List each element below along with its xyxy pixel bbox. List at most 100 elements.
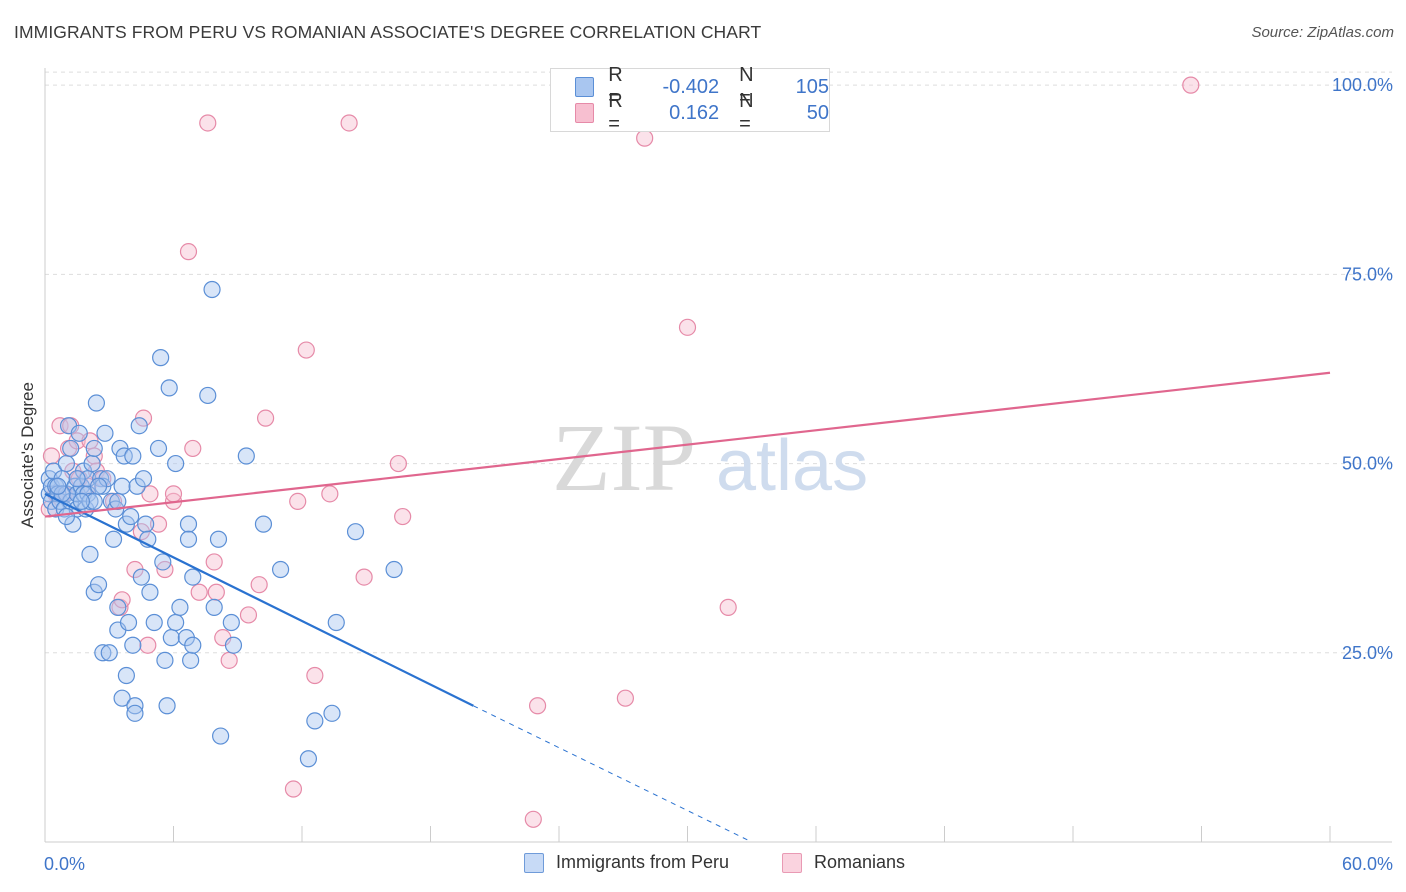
peru-point [385, 560, 403, 579]
peru-point [117, 666, 135, 685]
peru-point [141, 583, 159, 601]
peru-point [57, 454, 76, 473]
peru-point [113, 477, 131, 495]
x-tick-label-right: 60.0% [1342, 854, 1393, 874]
peru-points [40, 280, 403, 768]
peru-point [132, 568, 150, 586]
romanians-point [528, 697, 547, 715]
peru-point [119, 613, 138, 632]
romanians-point [42, 447, 61, 465]
romanians-point [321, 485, 339, 503]
peru-point [134, 470, 153, 488]
peru-point [149, 439, 168, 458]
n-label: N = [739, 64, 754, 109]
legend-item-romanians[interactable]: Romanians [782, 852, 905, 873]
romanians-point [340, 114, 358, 132]
romanians-legend-swatch [782, 852, 802, 873]
legend-row-peru: R = -0.402 N = 105 [575, 64, 829, 109]
n-label: N = [739, 90, 754, 135]
romanians-point [636, 129, 654, 147]
peru-point [94, 644, 112, 662]
peru-point [254, 515, 273, 533]
peru-point [89, 576, 108, 594]
romanians-point [1182, 76, 1200, 94]
peru-point [104, 530, 123, 548]
peru-point [57, 507, 76, 526]
peru-point [171, 598, 189, 616]
peru-point [182, 651, 200, 669]
peru-point [49, 477, 67, 495]
peru-point [83, 454, 101, 473]
romanians-point [250, 576, 268, 594]
peru-point [124, 636, 142, 654]
grid-lines [45, 71, 1392, 654]
romanians-points [40, 76, 1200, 828]
peru-point [126, 704, 144, 722]
peru-r-value: -0.402 [662, 75, 720, 98]
romanians-point [389, 454, 407, 473]
peru-point [85, 439, 103, 458]
romanians-point [184, 439, 202, 458]
peru-point [179, 530, 198, 548]
series-legend: Immigrants from Peru Romanians [0, 852, 1406, 878]
romanians-point [190, 583, 208, 601]
romanians-point [306, 666, 324, 685]
romanians-point [524, 810, 542, 828]
peru-point [179, 515, 198, 533]
legend-item-peru[interactable]: Immigrants from Peru [524, 852, 729, 873]
peru-n-value: 105 [795, 75, 829, 98]
peru-point [346, 523, 365, 541]
peru-point [156, 651, 174, 669]
chart-title: IMMIGRANTS FROM PERU VS ROMANIAN ASSOCIA… [14, 22, 762, 42]
peru-point [68, 470, 86, 488]
romanians-point [141, 485, 159, 503]
peru-point [72, 492, 91, 511]
romanians-point [678, 318, 697, 336]
peru-point [158, 697, 176, 715]
romanians-legend-label: Romanians [814, 852, 906, 872]
romanians-point [199, 114, 217, 132]
peru-point [271, 560, 290, 579]
romanians-point [297, 341, 315, 359]
romanians-point [256, 409, 275, 427]
peru-legend-label: Immigrants from Peru [556, 852, 730, 872]
peru-point [100, 644, 118, 662]
romanians-trend-line [44, 371, 1331, 518]
source-label: Source: ZipAtlas.com [1251, 24, 1394, 41]
peru-point [323, 704, 341, 722]
peru-point [203, 280, 221, 299]
legend-row-romanians: R = 0.162 N = 50 [575, 90, 829, 135]
peru-point [162, 629, 180, 647]
peru-point [209, 530, 228, 548]
romanians-point [139, 636, 157, 654]
peru-point [222, 613, 240, 632]
romanians-point [719, 598, 737, 616]
romanians-point [355, 568, 373, 586]
peru-point [299, 750, 318, 768]
peru-point [237, 447, 255, 465]
peru-point [87, 394, 106, 412]
romanians-point [394, 507, 412, 526]
peru-point [122, 507, 140, 526]
peru-point [81, 545, 99, 563]
peru-point [154, 553, 172, 571]
stats-legend: R = -0.402 N = 105 R = 0.162 N = 50 [550, 64, 830, 135]
x-tick-label-left: 0.0% [44, 854, 85, 874]
romanians-point [179, 243, 198, 261]
r-label: R = [608, 64, 623, 109]
romanians-point [205, 553, 223, 571]
peru-trend-line [44, 492, 474, 707]
r-label: R = [608, 90, 623, 135]
romanians-point [616, 689, 634, 707]
romanians-point [207, 583, 225, 601]
axes [44, 68, 1392, 843]
peru-point [212, 727, 230, 745]
peru-point [70, 424, 88, 442]
peru-point [152, 349, 170, 367]
romanians-point [284, 780, 303, 798]
peru-point [62, 439, 80, 458]
y-tick-label: 75.0% [1342, 264, 1393, 284]
peru-point [306, 712, 324, 730]
peru-point [124, 447, 142, 465]
y-tick-label: 50.0% [1342, 454, 1393, 474]
